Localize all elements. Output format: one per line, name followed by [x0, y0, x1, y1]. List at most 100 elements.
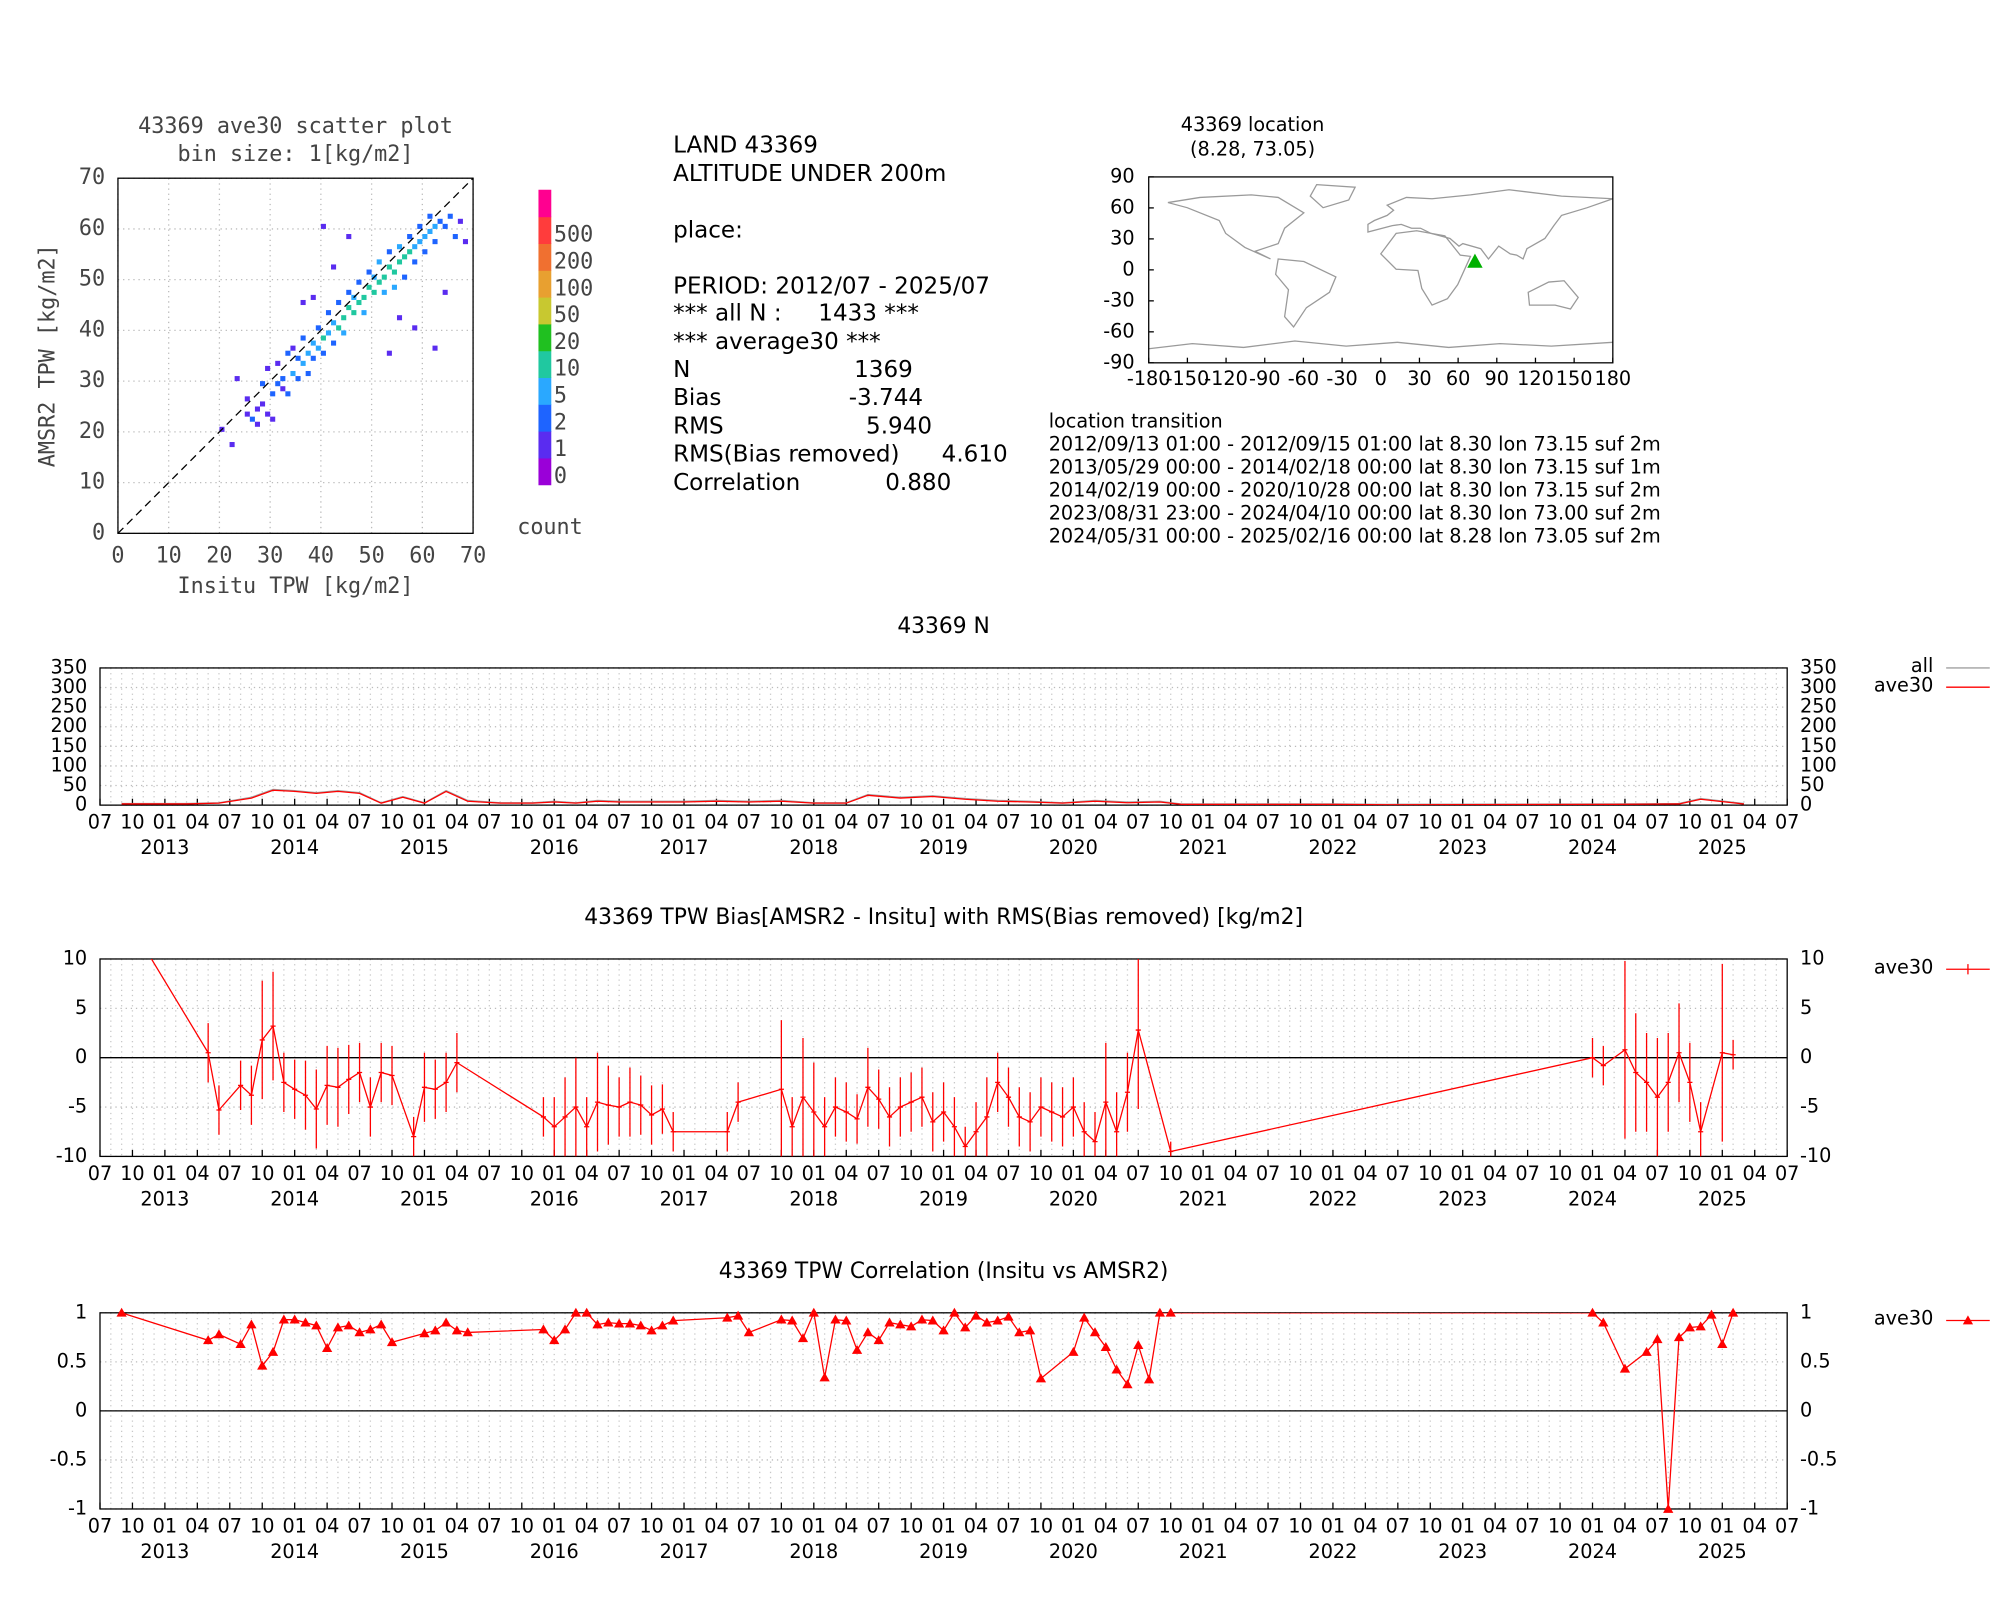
- error-bar: [638, 1075, 644, 1135]
- y-tick-label: -30: [1103, 288, 1134, 311]
- x-tick-label: 120: [1517, 367, 1554, 390]
- year-label: 2022: [1308, 836, 1357, 859]
- stat-value: 4.610: [942, 442, 1008, 468]
- heatmap-cell: [391, 284, 397, 290]
- y-tick-label: 0: [1122, 257, 1134, 280]
- x-tick-label: 10: [1418, 811, 1442, 834]
- heatmap-cell: [275, 360, 281, 366]
- y-tick-label-right: -10: [1800, 1144, 1831, 1167]
- colorbar-tick-label: 100: [554, 276, 593, 301]
- x-tick-label: 04: [1742, 1514, 1766, 1537]
- year-label: 2020: [1049, 1187, 1098, 1210]
- x-tick-label: 07: [88, 811, 112, 834]
- y-tick-label: 60: [1110, 195, 1134, 218]
- x-tick-label: 04: [185, 811, 209, 834]
- error-bar: [1730, 1039, 1736, 1070]
- point-marker: [354, 1327, 365, 1337]
- y-tick-label-right: 300: [1800, 675, 1837, 698]
- point-marker: [581, 1307, 592, 1317]
- error-bar: [324, 1045, 330, 1125]
- year-label: 2018: [789, 836, 838, 859]
- x-tick-label: 07: [218, 1514, 242, 1537]
- x-tick-label: 04: [964, 1162, 988, 1185]
- y-tick-label-right: 5: [1800, 996, 1812, 1019]
- heatmap-cell: [331, 340, 337, 346]
- x-tick-label: 04: [1223, 811, 1247, 834]
- x-tick-label: 10: [1158, 811, 1182, 834]
- eurasia: [1367, 189, 1614, 261]
- x-tick-label: 07: [1256, 1162, 1280, 1185]
- heatmap-cell: [366, 269, 372, 275]
- error-bar: [778, 1020, 784, 1157]
- point-marker: [1598, 1317, 1609, 1327]
- colorbar-band: [538, 377, 552, 405]
- location-transition-line: 2024/05/31 00:00 - 2025/02/16 00:00 lat …: [1049, 525, 1661, 548]
- x-tick-label: 07: [866, 1162, 890, 1185]
- point-marker: [1003, 1311, 1014, 1321]
- year-label: 2015: [400, 1187, 449, 1210]
- x-tick-label: 04: [185, 1514, 209, 1537]
- x-tick-label: 07: [1386, 811, 1410, 834]
- x-tick-label: 10: [639, 811, 663, 834]
- stat-label: RMS: [673, 413, 724, 439]
- year-label: 2025: [1698, 1540, 1747, 1563]
- x-tick-label: 07: [477, 811, 501, 834]
- heatmap-cell: [305, 370, 311, 377]
- error-bar: [876, 1069, 882, 1129]
- plot-area: [121, 788, 1744, 806]
- legend-label: ave30: [1874, 673, 1933, 696]
- x-tick-label: 07: [218, 1162, 242, 1185]
- point-marker: [797, 1333, 809, 1343]
- heatmap-cell: [254, 421, 260, 427]
- heatmap-cell: [315, 345, 321, 351]
- heatmap-cell: [442, 223, 448, 229]
- point-marker: [1122, 1379, 1133, 1389]
- point-marker: [386, 1337, 398, 1347]
- error-bar: [551, 1097, 557, 1157]
- y-tick-label-right: 1: [1800, 1300, 1812, 1323]
- x-tick-label: 04: [574, 1514, 598, 1537]
- point-marker: [451, 1325, 463, 1335]
- point-marker: [1079, 1312, 1090, 1322]
- point-marker: [722, 1312, 733, 1322]
- x-tick-label: 04: [315, 811, 339, 834]
- info-period: PERIOD: 2012/07 - 2025/07: [673, 274, 990, 300]
- y-tick-label-right: 0: [1800, 1045, 1812, 1068]
- point-marker: [300, 1317, 311, 1327]
- point-marker: [949, 1307, 960, 1317]
- point-marker: [570, 1307, 581, 1317]
- x-tick-label: 07: [218, 811, 242, 834]
- point-marker: [538, 1324, 549, 1334]
- x-tick-label: 04: [704, 811, 728, 834]
- heatmap-cell: [356, 299, 362, 306]
- x-tick-label: 10: [120, 1514, 144, 1537]
- colorbar-band: [538, 296, 552, 325]
- y-tick-label: 10: [63, 946, 87, 969]
- x-tick-label: 07: [1515, 1514, 1539, 1537]
- error-bar: [1687, 1042, 1693, 1122]
- error-bar: [854, 1094, 860, 1144]
- x-tick-label: -30: [1326, 367, 1357, 390]
- y-tick-label: 0: [75, 793, 87, 816]
- heatmap-cell: [386, 264, 392, 270]
- error-bar: [659, 1084, 665, 1134]
- heatmap-cells: [219, 213, 469, 448]
- y-tick-label: 30: [79, 368, 105, 393]
- plot-area: [150, 958, 1736, 1157]
- heatmap-cell: [341, 330, 347, 336]
- x-tick-label: -120: [1204, 367, 1248, 390]
- x-tick-label: 07: [1775, 1514, 1799, 1537]
- heatmap-cell: [280, 376, 286, 382]
- x-tick-label: 01: [542, 1162, 566, 1185]
- heatmap-cell: [320, 335, 326, 341]
- x-tick-label: 04: [1353, 811, 1377, 834]
- year-label: 2021: [1179, 836, 1228, 859]
- heatmap-cell: [351, 310, 357, 316]
- x-tick-label: 10: [1418, 1162, 1442, 1185]
- heatmap-cell: [331, 320, 337, 326]
- x-tick-label: 01: [1321, 1514, 1345, 1537]
- x-tick-label: 07: [477, 1162, 501, 1185]
- x-tick-label: 01: [802, 811, 826, 834]
- heatmap-cell: [407, 234, 413, 240]
- point-marker: [916, 1314, 928, 1324]
